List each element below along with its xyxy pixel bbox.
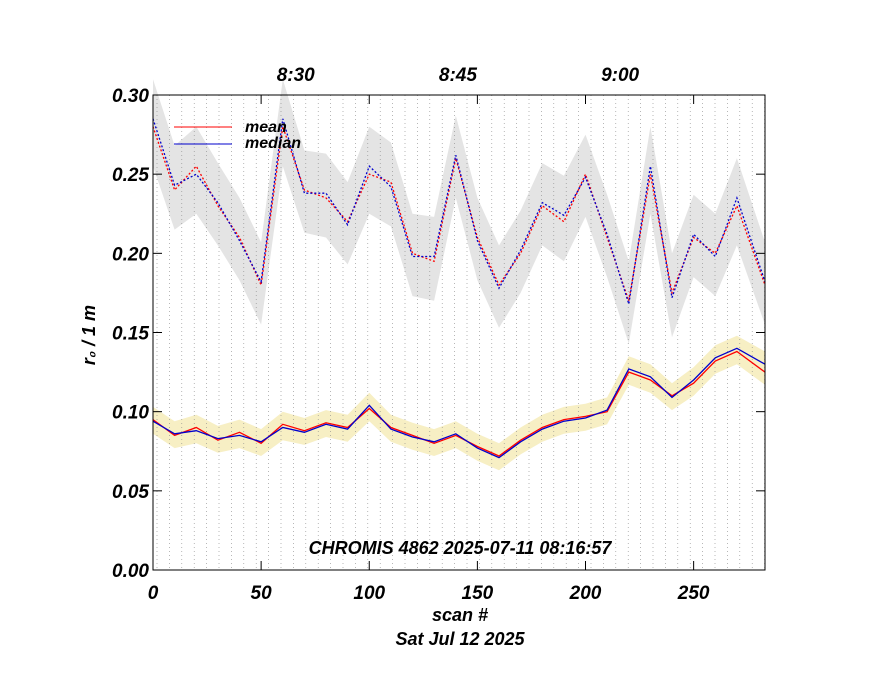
time-tick-label: 9:00 (601, 65, 639, 86)
y-axis-label: r₀ / 1 m (79, 305, 99, 365)
series-median-upper (152, 118, 766, 305)
upper-uncertainty-band (153, 79, 765, 344)
y-tick-label: 0.25 (112, 165, 149, 186)
axes: 0 50 100 150 200 250 0.00 0.05 0.10 0.15 0.20 0.25 0… (112, 65, 766, 604)
y-tick-label: 0.00 (112, 561, 149, 582)
x-axis-label: scan # (432, 605, 488, 625)
y-tick-label: 0.15 (112, 324, 149, 345)
legend-mean-label: mean (245, 119, 287, 136)
time-tick-label: 8:30 (277, 65, 315, 86)
x-tick-label: 250 (677, 583, 710, 604)
x-axis-date-label: Sat Jul 12 2025 (395, 629, 525, 649)
time-tick-label: 8:45 (439, 65, 477, 86)
x-tick-label: 150 (462, 583, 494, 604)
y-tick-label: 0.10 (112, 403, 149, 424)
x-tick-label: 200 (569, 583, 602, 604)
x-tick-label: 0 (148, 583, 159, 604)
chart-title: CHROMIS 4862 2025-07-11 08:16:57 (309, 538, 613, 558)
lower-uncertainty-band (153, 335, 765, 471)
legend-median-label: median (245, 135, 301, 152)
y-tick-label: 0.05 (112, 482, 149, 503)
y-tick-label: 0.30 (112, 86, 149, 107)
legend: mean median (174, 119, 301, 152)
series-lines (152, 118, 766, 459)
uncertainty-bands (153, 79, 765, 471)
x-tick-label: 50 (251, 583, 273, 604)
x-tick-label: 100 (353, 583, 385, 604)
series-median (152, 347, 766, 459)
y-tick-label: 0.20 (112, 244, 149, 265)
